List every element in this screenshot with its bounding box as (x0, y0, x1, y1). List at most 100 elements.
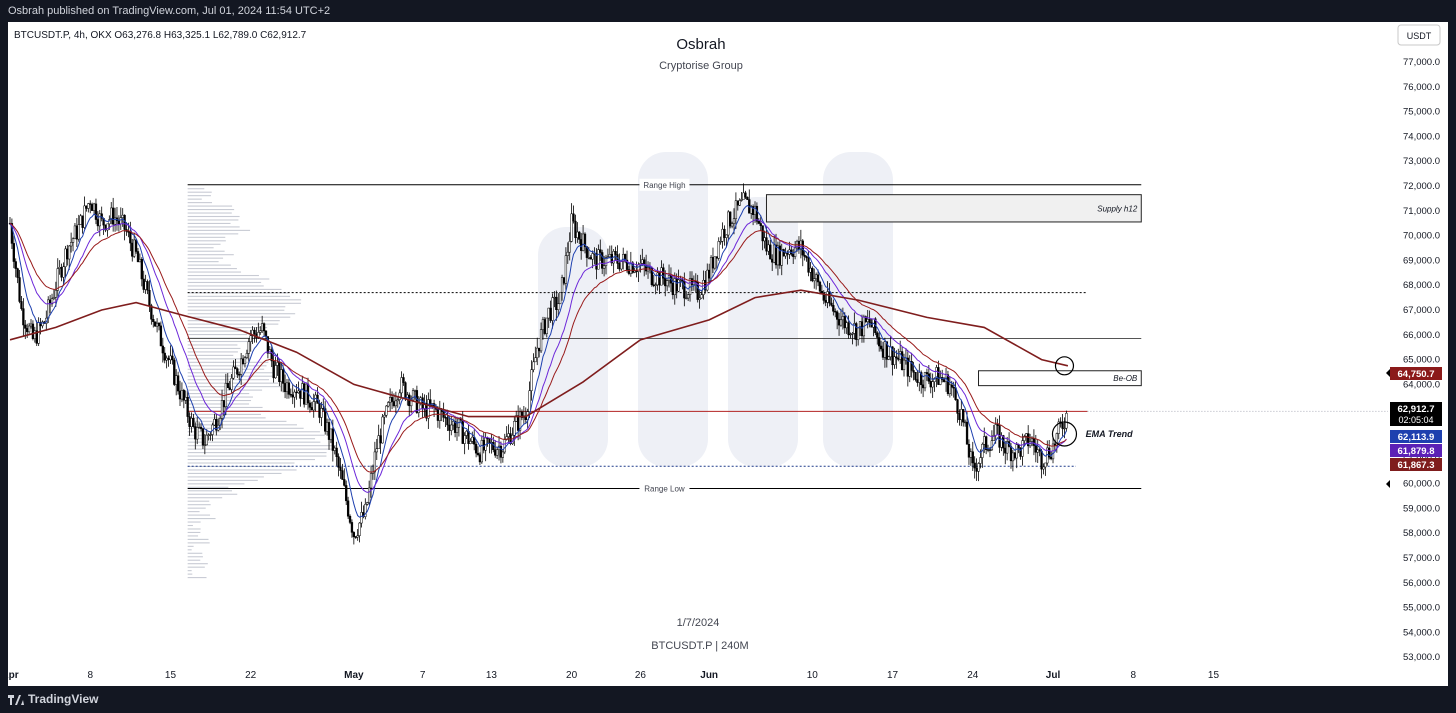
candle-body (942, 379, 946, 382)
candle-body (822, 292, 825, 301)
candle-body (780, 249, 783, 266)
candle-body (564, 255, 568, 284)
candle-body (830, 302, 833, 306)
volume-profile-bar (187, 438, 316, 440)
candle-body (333, 447, 336, 451)
candle-body (742, 192, 745, 200)
volume-profile-bar (187, 535, 199, 537)
price-badge-value: 64,750.7 (1398, 369, 1435, 380)
watermark-date: 1/7/2024 (677, 617, 720, 629)
candle-body (897, 357, 900, 360)
volume-profile-bar (187, 330, 248, 332)
candle-body (686, 294, 690, 299)
y-tick-label: 64,000.0 (1403, 379, 1440, 390)
volume-profile-bar (187, 521, 201, 523)
candle-body (207, 434, 210, 436)
candle-body (329, 428, 333, 440)
candle-body (75, 225, 79, 240)
candle-body (757, 221, 760, 224)
candle-body (988, 449, 992, 451)
price-badge (1390, 367, 1442, 380)
volume-profile-bar (187, 504, 211, 506)
candle-body (161, 345, 164, 354)
candle-body (188, 416, 191, 427)
candle-body (513, 421, 516, 436)
y-tick-label: 69,000.0 (1403, 255, 1440, 266)
volume-profile-bar (187, 222, 231, 224)
candle-body (814, 274, 818, 279)
candle-body (902, 359, 906, 371)
candle-body (946, 374, 950, 394)
candle-body (813, 278, 816, 282)
candle-body (820, 290, 824, 294)
candle-body (373, 451, 377, 473)
candle-body (891, 346, 894, 366)
candle-body (1061, 423, 1064, 429)
candle-body (992, 435, 995, 441)
chart-frame[interactable]: Range High Range Low Supply h12 Be-OB EMA … (1, 22, 1448, 686)
volume-profile-bar (187, 243, 221, 245)
x-tick-label: 26 (635, 670, 647, 681)
chart-svg[interactable]: Range High Range Low Supply h12 Be-OB EMA … (1, 22, 1448, 686)
candle-body (583, 233, 587, 247)
candle-body (297, 390, 300, 393)
x-tick-label: Jul (1046, 670, 1061, 681)
zones: Supply h12 Be-OB (765, 194, 1142, 387)
candle-body (239, 358, 243, 375)
candle-body (352, 532, 356, 538)
candle-body (404, 382, 407, 400)
volume-profile-bar (187, 288, 282, 290)
candle-body (759, 223, 762, 226)
candle-body (96, 219, 100, 227)
candle-body (106, 223, 109, 231)
candle-body (929, 381, 932, 388)
price-badge (1390, 402, 1442, 426)
candle-body (631, 262, 634, 273)
candle-body (226, 383, 229, 389)
volume-profile-bar (187, 226, 240, 228)
tradingview-logo[interactable]: TradingView (8, 692, 98, 706)
candle-body (570, 213, 573, 242)
candle-body (461, 419, 464, 444)
candle-body (881, 348, 885, 358)
candle-body (887, 356, 890, 360)
candle-body (671, 282, 675, 296)
zone-box[interactable] (978, 370, 1142, 387)
candle-body (285, 382, 289, 393)
level-label: Range High (643, 181, 685, 190)
currency-button[interactable] (1397, 24, 1441, 46)
candle-body (320, 408, 323, 418)
candle-body (262, 323, 266, 332)
price-axis-bg[interactable] (1388, 22, 1448, 686)
candle-body (801, 240, 804, 256)
volume-profile-bar (187, 351, 238, 353)
candle-body (738, 200, 741, 206)
volume-profile-bar (187, 375, 274, 377)
candle-body (654, 284, 657, 286)
candle-body (665, 280, 669, 287)
candle-body (547, 307, 550, 319)
candle-body (937, 367, 940, 385)
candle-body (1000, 435, 1003, 448)
zone-box[interactable] (765, 194, 1142, 223)
candle-body (576, 231, 579, 238)
candle-body (893, 356, 896, 366)
candle-body (283, 383, 287, 393)
volume-profile-bar (187, 316, 291, 318)
volume-profile-bar (187, 264, 231, 266)
candle-body (851, 333, 854, 335)
candle-body (66, 248, 69, 260)
candle-body (1025, 433, 1028, 437)
candle-body (463, 435, 466, 444)
candle-body (528, 390, 531, 412)
volume-profile-bar (187, 531, 201, 534)
candle-body (618, 263, 621, 270)
candle-body (895, 356, 898, 359)
candle-body (557, 303, 560, 310)
time-axis[interactable]: Apr 8 15 22 May 7 13 20 26 Jun 10 17 24 Jul 8 15 (1, 670, 1219, 681)
price-badge (1390, 444, 1442, 457)
candle-body (12, 243, 15, 262)
candle-body (912, 370, 915, 373)
volume-profile-bar (187, 556, 203, 558)
price-badge-value: 62,912.7 (1398, 404, 1435, 415)
